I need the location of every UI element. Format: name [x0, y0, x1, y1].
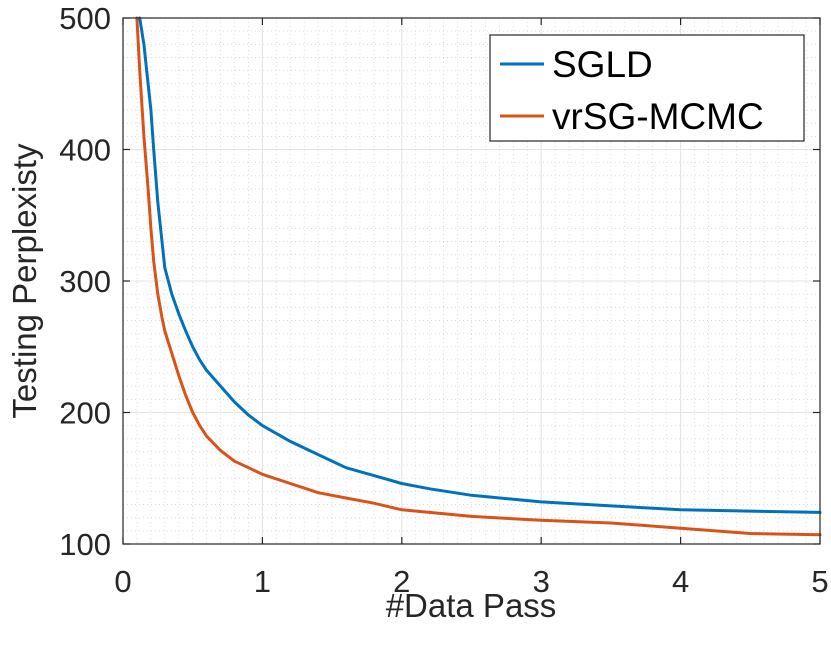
y-axis: 100 200 300 400 500 — [59, 1, 820, 562]
x-axis-label: #Data Pass — [386, 587, 557, 624]
legend-box — [489, 34, 805, 142]
legend: SGLD vrSG-MCMC — [489, 34, 805, 142]
y-tick-label: 500 — [59, 1, 111, 36]
x-tick-label: 0 — [114, 564, 131, 599]
x-tick-label: 5 — [811, 564, 828, 599]
legend-label-vrsg-mcmc: vrSG-MCMC — [552, 96, 764, 137]
series-layer — [135, 16, 822, 537]
series-line-vrsg-mcmc — [135, 16, 822, 537]
series-line-sgld — [138, 16, 822, 514]
x-tick-label: 1 — [254, 564, 271, 599]
y-tick-label: 400 — [59, 133, 111, 168]
y-tick-label: 100 — [59, 527, 111, 562]
x-tick-label: 3 — [533, 564, 550, 599]
x-tick-label: 4 — [672, 564, 689, 599]
x-axis: 0 1 2 3 4 5 — [114, 18, 829, 599]
y-axis-label: Testing Perplexisty — [6, 143, 43, 419]
x-tick-label: 2 — [393, 564, 410, 599]
y-tick-label: 200 — [59, 396, 111, 431]
legend-label-sgld: SGLD — [552, 44, 653, 85]
y-tick-label: 300 — [59, 264, 111, 299]
